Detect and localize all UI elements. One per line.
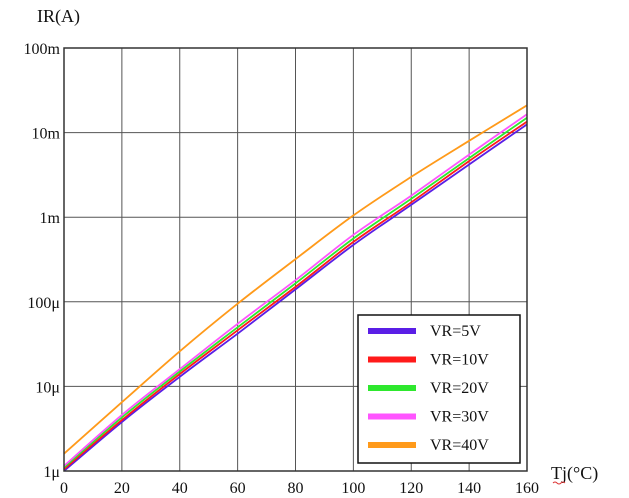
y-tick-label: 10m	[32, 126, 61, 143]
x-tick-labels: 0 20 40 60 80 100 120 140 160	[60, 480, 539, 497]
x-tick-label: 80	[288, 480, 304, 497]
x-tick-label: 140	[457, 480, 481, 497]
series-lines	[63, 104, 528, 472]
x-tick-label: 100	[341, 480, 365, 497]
y-tick-label: 1m	[40, 210, 61, 227]
y-tick-label: 100m	[24, 41, 61, 58]
spell-underline	[552, 481, 566, 485]
series-line-5	[63, 104, 528, 455]
legend: VR=5V VR=10V VR=20V VR=30V VR=40V	[357, 314, 521, 464]
x-tick-label: 120	[399, 480, 423, 497]
x-tick-label: 0	[60, 480, 68, 497]
legend-label: VR=5V	[430, 323, 481, 340]
x-tick-label: 40	[172, 480, 188, 497]
series-line-2	[63, 120, 528, 470]
series-line-3	[63, 116, 528, 469]
legend-label: VR=40V	[430, 437, 489, 454]
legend-label: VR=30V	[430, 409, 489, 426]
y-axis-label: IR(A)	[37, 6, 80, 27]
plot-frame	[63, 47, 528, 472]
y-tick-label: 100μ	[27, 295, 60, 312]
plot-area	[63, 47, 528, 472]
x-axis-label: Tj(°C)	[551, 463, 598, 484]
y-tick-label: 10μ	[35, 379, 60, 396]
x-tick-label: 160	[515, 480, 539, 497]
legend-label: VR=20V	[430, 380, 489, 397]
x-tick-label: 60	[230, 480, 246, 497]
series-line-1	[63, 123, 528, 472]
y-tick-labels: 1μ 10μ 100μ 1m 10m 100m	[24, 41, 61, 481]
series-line-4	[63, 113, 528, 467]
y-tick-label: 1μ	[43, 464, 60, 481]
legend-label: VR=10V	[430, 352, 489, 369]
x-tick-label: 20	[114, 480, 130, 497]
